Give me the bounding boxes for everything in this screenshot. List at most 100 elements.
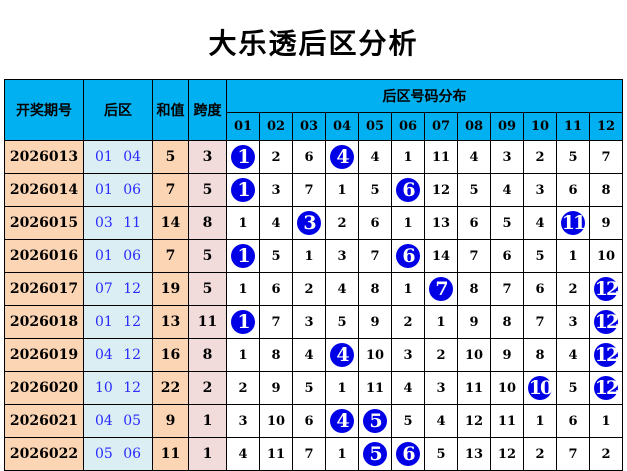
hit-cell: 5	[358, 437, 392, 471]
omission-cell: 3	[391, 338, 425, 372]
omission-cell: 3	[226, 404, 260, 438]
omission-cell: 4	[226, 437, 260, 471]
number-ball: 10	[528, 376, 553, 400]
period-cell: 2026022	[4, 437, 84, 471]
hit-cell: 1	[226, 140, 260, 174]
header-span: 跨度	[188, 79, 227, 141]
omission-cell: 4	[490, 173, 524, 207]
number-ball: 3	[297, 211, 321, 235]
hit-cell: 1	[226, 239, 260, 273]
span-cell: 2	[188, 371, 227, 405]
omission-cell: 7	[358, 239, 392, 273]
header-distribution: 后区号码分布	[226, 79, 623, 113]
column-header-12: 12	[589, 112, 623, 141]
omission-cell: 9	[589, 206, 623, 240]
omission-cell: 6	[457, 206, 491, 240]
omission-cell: 4	[391, 371, 425, 405]
span-cell: 5	[188, 239, 227, 273]
span-cell: 11	[188, 305, 227, 339]
omission-cell: 8	[259, 338, 293, 372]
hit-cell: 12	[589, 305, 623, 339]
omission-cell: 5	[457, 173, 491, 207]
column-header-04: 04	[325, 112, 359, 141]
number-ball: 12	[594, 277, 619, 301]
column-header-10: 10	[523, 112, 557, 141]
omission-cell: 2	[523, 437, 557, 471]
omission-cell: 5	[391, 404, 425, 438]
omission-cell: 6	[292, 140, 326, 174]
omission-cell: 10	[490, 371, 524, 405]
omission-cell: 5	[523, 239, 557, 273]
omission-cell: 1	[325, 173, 359, 207]
omission-cell: 2	[325, 206, 359, 240]
page-title: 大乐透后区分析	[208, 27, 419, 60]
hit-cell: 1	[226, 173, 260, 207]
omission-cell: 11	[424, 140, 458, 174]
period-cell: 2026013	[4, 140, 84, 174]
span-cell: 1	[188, 437, 227, 471]
omission-cell: 1	[226, 338, 260, 372]
back-numbers-cell: 01 06	[83, 239, 153, 273]
omission-cell: 11	[490, 404, 524, 438]
header-back: 后区	[83, 79, 153, 141]
omission-cell: 1	[589, 404, 623, 438]
number-ball: 5	[363, 442, 387, 466]
hit-cell: 4	[325, 338, 359, 372]
omission-cell: 4	[292, 338, 326, 372]
hit-cell: 6	[391, 437, 425, 471]
omission-cell: 2	[259, 140, 293, 174]
omission-cell: 2	[391, 305, 425, 339]
span-cell: 8	[188, 338, 227, 372]
number-ball: 1	[231, 244, 255, 268]
period-cell: 2026015	[4, 206, 84, 240]
table-row: 2026016 01 06 7 5 1 5 1 3 7 6 14 7 6 5 1 10	[4, 239, 623, 273]
omission-cell: 1	[292, 239, 326, 273]
omission-cell: 8	[523, 338, 557, 372]
sum-cell: 11	[152, 437, 189, 471]
hit-cell: 1	[226, 305, 260, 339]
sum-cell: 9	[152, 404, 189, 438]
back-numbers-cell: 04 12	[83, 338, 153, 372]
omission-cell: 4	[358, 140, 392, 174]
sum-cell: 7	[152, 239, 189, 273]
omission-cell: 7	[556, 437, 590, 471]
sum-cell: 22	[152, 371, 189, 405]
back-numbers-cell: 04 05	[83, 404, 153, 438]
omission-cell: 1	[325, 371, 359, 405]
omission-cell: 5	[358, 173, 392, 207]
omission-cell: 6	[556, 173, 590, 207]
omission-cell: 3	[424, 371, 458, 405]
omission-cell: 8	[358, 272, 392, 306]
number-ball: 5	[363, 409, 387, 433]
number-ball: 4	[330, 343, 354, 367]
column-header-05: 05	[358, 112, 392, 141]
hit-cell: 7	[424, 272, 458, 306]
omission-cell: 9	[358, 305, 392, 339]
hit-cell: 5	[358, 404, 392, 438]
span-cell: 1	[188, 404, 227, 438]
omission-cell: 5	[556, 371, 590, 405]
omission-cell: 11	[358, 371, 392, 405]
back-numbers-cell: 05 06	[83, 437, 153, 471]
span-cell: 3	[188, 140, 227, 174]
omission-cell: 5	[259, 239, 293, 273]
hit-cell: 4	[325, 404, 359, 438]
omission-cell: 13	[424, 206, 458, 240]
omission-cell: 12	[490, 437, 524, 471]
table-row: 2026020 10 12 22 2 2 9 5 1 11 4 3 11 10 10 5 12	[4, 371, 623, 405]
sum-cell: 16	[152, 338, 189, 372]
omission-cell: 6	[556, 404, 590, 438]
hit-cell: 11	[556, 206, 590, 240]
period-cell: 2026016	[4, 239, 84, 273]
column-header-09: 09	[490, 112, 524, 141]
header-period: 开奖期号	[4, 79, 84, 141]
omission-cell: 5	[325, 305, 359, 339]
back-zone-table: 开奖期号 后区 和值 跨度 后区号码分布 01 02 03 04 05 06 07 08 09 1…	[4, 79, 623, 471]
omission-cell: 4	[424, 404, 458, 438]
hit-cell: 6	[391, 173, 425, 207]
omission-cell: 2	[424, 338, 458, 372]
omission-cell: 1	[226, 206, 260, 240]
period-cell: 2026021	[4, 404, 84, 438]
omission-cell: 3	[490, 140, 524, 174]
table-row: 2026021 04 05 9 1 3 10 6 4 5 5 4 12 11 1 6 1	[4, 404, 623, 438]
